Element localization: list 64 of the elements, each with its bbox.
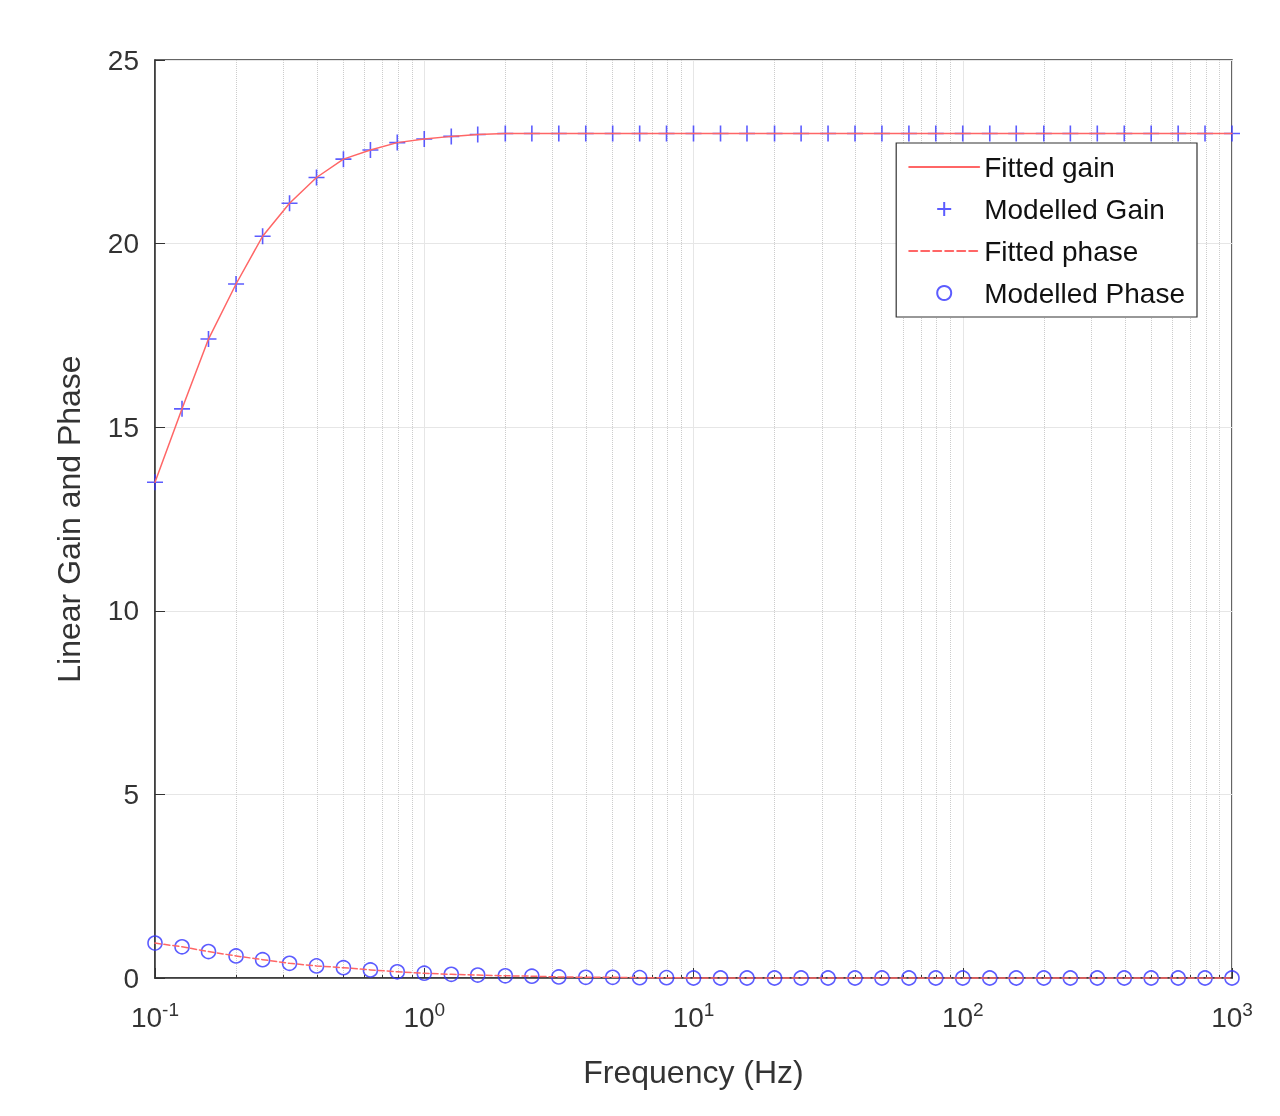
point xyxy=(1062,970,1079,986)
y-tick-label: 10 xyxy=(107,595,139,627)
legend-label: Fitted phase xyxy=(984,235,1139,267)
point xyxy=(253,227,272,246)
point xyxy=(415,130,434,148)
point xyxy=(981,970,998,986)
point xyxy=(820,970,836,986)
legend-label: Fitted gain xyxy=(984,151,1115,183)
point xyxy=(361,141,380,159)
point xyxy=(658,969,675,986)
point xyxy=(1170,970,1186,986)
point xyxy=(281,955,298,972)
point xyxy=(766,970,783,986)
point xyxy=(307,168,326,187)
point xyxy=(497,968,514,984)
x-axis-title: Frequency (Hz) xyxy=(583,1054,804,1090)
point xyxy=(1197,970,1213,986)
y-tick-label: 25 xyxy=(107,44,139,76)
point xyxy=(173,400,191,418)
point xyxy=(443,966,460,983)
point xyxy=(227,275,245,293)
point xyxy=(551,969,567,985)
point xyxy=(847,970,863,986)
point xyxy=(685,970,702,986)
point xyxy=(927,970,944,986)
line-series xyxy=(154,132,1233,484)
y-tick-label: 15 xyxy=(107,411,139,443)
point xyxy=(254,951,271,968)
point xyxy=(1036,970,1052,986)
point xyxy=(199,330,218,348)
point xyxy=(174,938,190,955)
y-tick-label: 0 xyxy=(123,962,139,994)
point xyxy=(335,959,352,976)
point xyxy=(389,963,406,980)
point xyxy=(901,970,917,986)
y-axis-title: Linear Gain and Phase xyxy=(51,355,87,683)
point xyxy=(604,969,621,986)
point xyxy=(228,948,244,964)
legend-label: Modelled Phase xyxy=(984,277,1186,309)
legend-label: Modelled Gain xyxy=(984,193,1165,225)
point xyxy=(874,970,890,986)
point xyxy=(469,967,486,983)
point xyxy=(1008,970,1025,986)
point xyxy=(1143,970,1159,986)
point xyxy=(334,150,353,168)
point xyxy=(362,962,379,978)
point xyxy=(147,935,163,951)
y-tick-label: 20 xyxy=(107,228,139,260)
point xyxy=(280,194,299,213)
point xyxy=(793,970,809,986)
point xyxy=(712,970,729,986)
point xyxy=(954,970,971,986)
point xyxy=(524,968,540,984)
y-tick-label: 5 xyxy=(123,778,139,810)
point xyxy=(739,970,755,986)
point xyxy=(308,958,325,974)
point xyxy=(631,969,648,986)
point xyxy=(1089,970,1106,986)
point xyxy=(416,965,433,982)
point xyxy=(577,969,594,986)
point xyxy=(146,473,164,492)
point xyxy=(1116,970,1133,986)
point xyxy=(200,943,217,960)
point xyxy=(388,133,407,152)
